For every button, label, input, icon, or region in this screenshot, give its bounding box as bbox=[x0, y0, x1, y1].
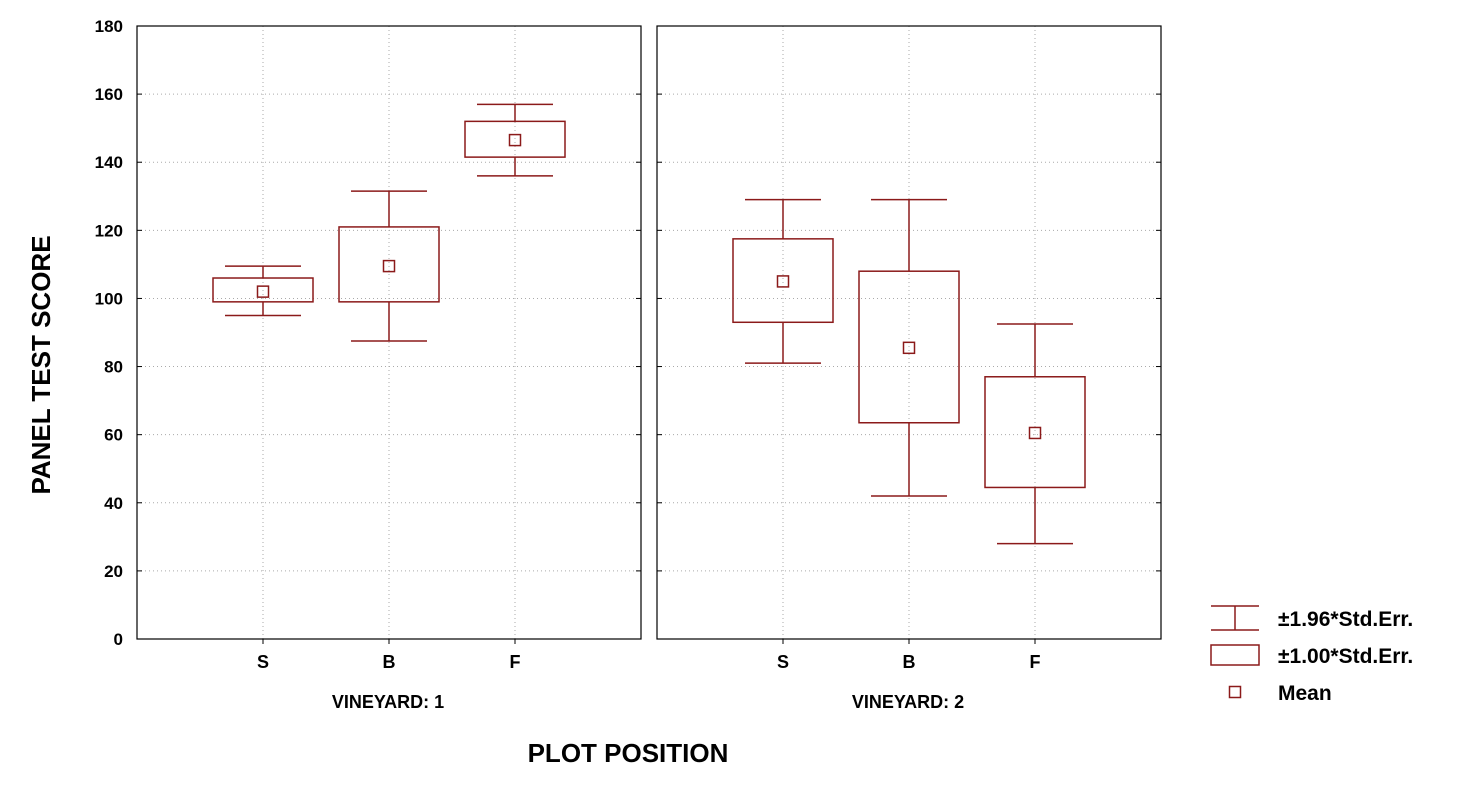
y-tick-label: 40 bbox=[104, 494, 123, 513]
y-tick-label: 180 bbox=[95, 17, 123, 36]
y-tick-label: 140 bbox=[95, 153, 123, 172]
category-label: B bbox=[903, 652, 916, 672]
legend-item-mean: Mean bbox=[1228, 682, 1332, 705]
y-tick-label: 120 bbox=[95, 221, 123, 240]
std-err-box bbox=[464, 120, 566, 158]
legend-label: ±1.96*Std.Err. bbox=[1278, 608, 1413, 631]
box-group-S bbox=[732, 198, 834, 364]
box-group-F bbox=[984, 323, 1086, 545]
category-label: B bbox=[383, 652, 396, 672]
mean-marker bbox=[776, 275, 790, 288]
legend: ±1.96*Std.Err. ±1.00*Std.Err. Mean bbox=[1210, 605, 1413, 705]
std-err-box bbox=[858, 270, 960, 424]
y-tick-label: 80 bbox=[104, 358, 123, 377]
category-label: S bbox=[777, 652, 789, 672]
mean-marker bbox=[1028, 426, 1042, 440]
box-group-S bbox=[212, 265, 314, 317]
std-err-box bbox=[984, 376, 1086, 489]
category-label: S bbox=[257, 652, 269, 672]
y-axis-title: PANEL TEST SCORE bbox=[26, 235, 56, 494]
panel-frame bbox=[656, 25, 1162, 640]
y-axis: 0 20 40 60 80 100 120 140 160 180 bbox=[95, 17, 123, 649]
legend-mean-symbol bbox=[1228, 685, 1242, 699]
category-label: F bbox=[1030, 652, 1041, 672]
panel-2: S B F VINEYARD: 2 bbox=[656, 25, 1162, 712]
std-err-box bbox=[212, 277, 314, 303]
y-tick-label: 160 bbox=[95, 85, 123, 104]
category-label: F bbox=[510, 652, 521, 672]
y-tick-label: 20 bbox=[104, 562, 123, 581]
legend-label: Mean bbox=[1278, 682, 1332, 705]
panel-label: VINEYARD: 2 bbox=[852, 692, 964, 712]
panels-layer: S B F VINEYARD: 1 S B F VINEYARD: 2 bbox=[136, 25, 1162, 712]
panel-label: VINEYARD: 1 bbox=[332, 692, 444, 712]
y-tick-label: 100 bbox=[95, 289, 123, 308]
legend-box-symbol bbox=[1210, 644, 1260, 666]
mean-marker bbox=[902, 341, 916, 355]
legend-item-whisker: ±1.96*Std.Err. bbox=[1211, 605, 1413, 631]
mean-marker bbox=[508, 133, 522, 147]
box-group-B bbox=[858, 198, 960, 497]
std-err-box bbox=[338, 226, 440, 303]
box-group-F bbox=[464, 103, 566, 177]
panel-1: S B F VINEYARD: 1 bbox=[136, 25, 642, 712]
box-group-B bbox=[338, 190, 440, 342]
y-tick-label: 60 bbox=[104, 426, 123, 445]
mean-marker bbox=[256, 285, 270, 298]
mean-marker bbox=[382, 259, 396, 273]
y-tick-label: 0 bbox=[114, 630, 123, 649]
x-axis-title: PLOT POSITION bbox=[528, 738, 729, 768]
legend-item-box: ±1.00*Std.Err. bbox=[1210, 644, 1413, 668]
legend-label: ±1.00*Std.Err. bbox=[1278, 645, 1413, 668]
std-err-box bbox=[732, 238, 834, 324]
